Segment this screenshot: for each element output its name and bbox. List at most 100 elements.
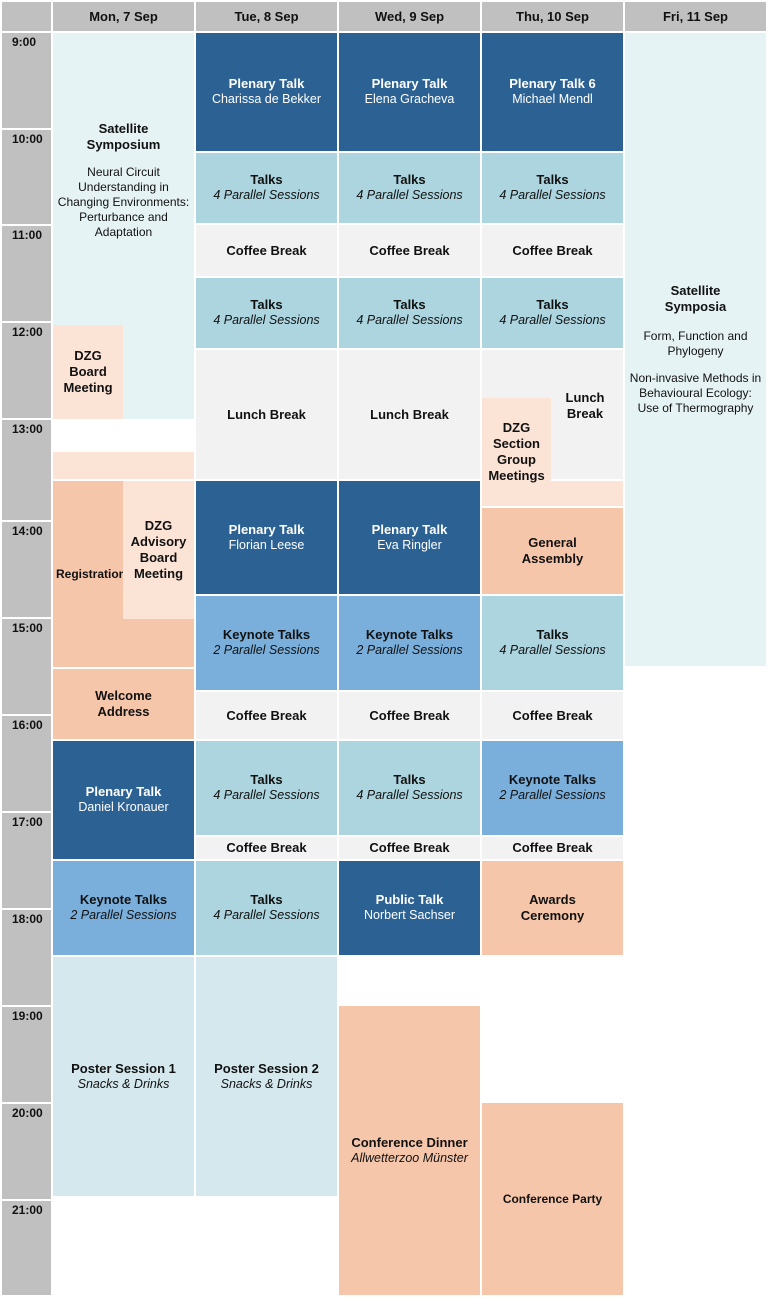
event-speaker: Daniel Kronauer <box>78 800 169 815</box>
event-subtitle: 4 Parallel Sessions <box>356 788 463 803</box>
day-header-mon: Mon, 7 Sep <box>53 2 194 31</box>
event-title: Talks <box>536 297 569 313</box>
event-subtitle: Allwetterzoo Münster <box>351 1150 468 1165</box>
day-header-tue: Tue, 8 Sep <box>196 2 337 31</box>
event-thu-coffee-break[interactable]: Coffee Break <box>482 692 623 739</box>
event-thu-keynote-talks[interactable]: Keynote Talks 2 Parallel Sessions <box>482 741 623 835</box>
event-mon-welcome-address[interactable]: Welcome Address <box>53 669 194 739</box>
event-tue-plenary-talk[interactable]: Plenary Talk Charissa de Bekker <box>196 33 337 151</box>
event-wed-plenary-talk[interactable]: Plenary Talk Eva Ringler <box>339 481 480 594</box>
event-wed-plenary-talk[interactable]: Plenary Talk Elena Gracheva <box>339 33 480 151</box>
event-title: Plenary Talk <box>85 784 162 800</box>
event-thu-talks[interactable]: Talks 4 Parallel Sessions <box>482 278 623 348</box>
event-speaker: Michael Mendl <box>512 92 593 107</box>
time-label-1300: 13:00 <box>2 420 51 520</box>
event-wed-lunch-break[interactable]: Lunch Break <box>339 350 480 479</box>
time-label-1000: 10:00 <box>2 130 51 224</box>
event-tue-coffee-break[interactable]: Coffee Break <box>196 692 337 739</box>
event-thu-coffee-break[interactable]: Coffee Break <box>482 225 623 276</box>
event-wed-talks[interactable]: Talks 4 Parallel Sessions <box>339 278 480 348</box>
time-label-1200: 12:00 <box>2 323 51 418</box>
event-speaker: Elena Gracheva <box>364 92 455 107</box>
time-label-1600: 16:00 <box>2 716 51 811</box>
day-header-wed: Wed, 9 Sep <box>339 2 480 31</box>
event-mon-keynote-talks[interactable]: Keynote Talks 2 Parallel Sessions <box>53 861 194 955</box>
event-description-2: Non-invasive Methods in Behavioural Ecol… <box>629 370 762 415</box>
event-title: Plenary Talk <box>228 76 305 92</box>
event-title: Coffee Break <box>369 707 450 723</box>
event-title: Registration <box>56 566 127 581</box>
event-tue-talks[interactable]: Talks 4 Parallel Sessions <box>196 278 337 348</box>
event-mon-poster-session-1[interactable]: Poster Session 1 Snacks & Drinks <box>53 957 194 1196</box>
event-subtitle: 2 Parallel Sessions <box>356 643 463 658</box>
event-speaker: Eva Ringler <box>377 537 442 552</box>
event-title: Coffee Break <box>512 840 593 856</box>
event-tue-coffee-break[interactable]: Coffee Break <box>196 225 337 276</box>
event-title: Plenary Talk 6 <box>509 76 596 92</box>
event-subtitle: Snacks & Drinks <box>77 1076 170 1091</box>
event-subtitle: 4 Parallel Sessions <box>213 908 320 923</box>
event-thu-plenary-talk-6[interactable]: Plenary Talk 6 Michael Mendl <box>482 33 623 151</box>
event-title: Talks <box>250 772 283 788</box>
event-subtitle: 4 Parallel Sessions <box>213 188 320 203</box>
event-thu-coffee-break[interactable]: Coffee Break <box>482 837 623 859</box>
event-title: Coffee Break <box>226 242 307 258</box>
time-label-2000: 20:00 <box>2 1104 51 1199</box>
event-wed-coffee-break[interactable]: Coffee Break <box>339 225 480 276</box>
event-mon-plenary-talk[interactable]: Plenary Talk Daniel Kronauer <box>53 741 194 859</box>
event-tue-talks[interactable]: Talks 4 Parallel Sessions <box>196 861 337 955</box>
event-thu-conference-party[interactable]: Conference Party <box>482 1103 623 1295</box>
event-wed-coffee-break[interactable]: Coffee Break <box>339 837 480 859</box>
event-title: Satellite Symposium <box>86 121 161 152</box>
event-description-1: Form, Function and Phylogeny <box>643 328 748 358</box>
event-wed-talks[interactable]: Talks 4 Parallel Sessions <box>339 153 480 223</box>
event-subtitle: 2 Parallel Sessions <box>213 643 320 658</box>
event-subtitle: 4 Parallel Sessions <box>499 313 606 328</box>
time-label-1500: 15:00 <box>2 619 51 714</box>
event-wed-public-talk[interactable]: Public Talk Norbert Sachser <box>339 861 480 955</box>
event-title: Awards Ceremony <box>520 892 585 923</box>
time-label-0900: 9:00 <box>2 33 51 128</box>
event-title: Talks <box>250 892 283 908</box>
event-fri-satellite-symposia[interactable]: Satellite Symposia Form, Function and Ph… <box>625 33 766 666</box>
event-thu-talks[interactable]: Talks 4 Parallel Sessions <box>482 596 623 690</box>
event-title: DZG Section Group Meetings <box>488 420 545 483</box>
event-title: Satellite Symposia <box>664 283 727 314</box>
event-title: Coffee Break <box>226 707 307 723</box>
event-tue-coffee-break[interactable]: Coffee Break <box>196 837 337 859</box>
event-tue-talks[interactable]: Talks 4 Parallel Sessions <box>196 153 337 223</box>
event-thu-general-assembly[interactable]: General Assembly <box>482 508 623 594</box>
event-mon-dzg-board-meeting[interactable]: DZG Board Meeting <box>53 325 123 419</box>
event-thu-talks[interactable]: Talks 4 Parallel Sessions <box>482 153 623 223</box>
event-title: Conference Party <box>502 1191 603 1206</box>
event-subtitle: 4 Parallel Sessions <box>499 188 606 203</box>
event-wed-talks[interactable]: Talks 4 Parallel Sessions <box>339 741 480 835</box>
event-tue-keynote-talks[interactable]: Keynote Talks 2 Parallel Sessions <box>196 596 337 690</box>
event-title: Lunch Break <box>370 406 449 422</box>
event-title: Plenary Talk <box>228 521 305 537</box>
event-title: Talks <box>536 627 569 643</box>
day-header-fri: Fri, 11 Sep <box>625 2 766 31</box>
event-mon-dzg-advisory-board-meeting[interactable]: DZG Advisory Board Meeting <box>123 481 194 619</box>
event-tue-lunch-break[interactable]: Lunch Break <box>196 350 337 479</box>
event-title: Lunch Break <box>227 406 306 422</box>
event-wed-coffee-break[interactable]: Coffee Break <box>339 692 480 739</box>
event-tue-poster-session-2[interactable]: Poster Session 2 Snacks & Drinks <box>196 957 337 1196</box>
event-title: Poster Session 1 <box>71 1060 176 1076</box>
event-title: Keynote Talks <box>79 892 168 908</box>
event-thu-dzg-section-group-meetings[interactable]: DZG Section Group Meetings <box>482 398 551 506</box>
event-subtitle: 4 Parallel Sessions <box>356 313 463 328</box>
event-title: DZG Board Meeting <box>63 348 113 395</box>
event-tue-plenary-talk[interactable]: Plenary Talk Florian Leese <box>196 481 337 594</box>
time-label-1100: 11:00 <box>2 226 51 321</box>
event-tue-talks[interactable]: Talks 4 Parallel Sessions <box>196 741 337 835</box>
event-wed-conference-dinner[interactable]: Conference Dinner Allwetterzoo Münster <box>339 1006 480 1295</box>
event-thu-awards-ceremony[interactable]: Awards Ceremony <box>482 861 623 955</box>
event-title: Talks <box>393 772 426 788</box>
time-label-1700: 17:00 <box>2 813 51 908</box>
event-title: DZG Advisory Board Meeting <box>130 518 187 581</box>
event-title: Welcome Address <box>95 688 152 719</box>
event-title: Coffee Break <box>369 242 450 258</box>
event-wed-keynote-talks[interactable]: Keynote Talks 2 Parallel Sessions <box>339 596 480 690</box>
event-title: Talks <box>393 172 426 188</box>
